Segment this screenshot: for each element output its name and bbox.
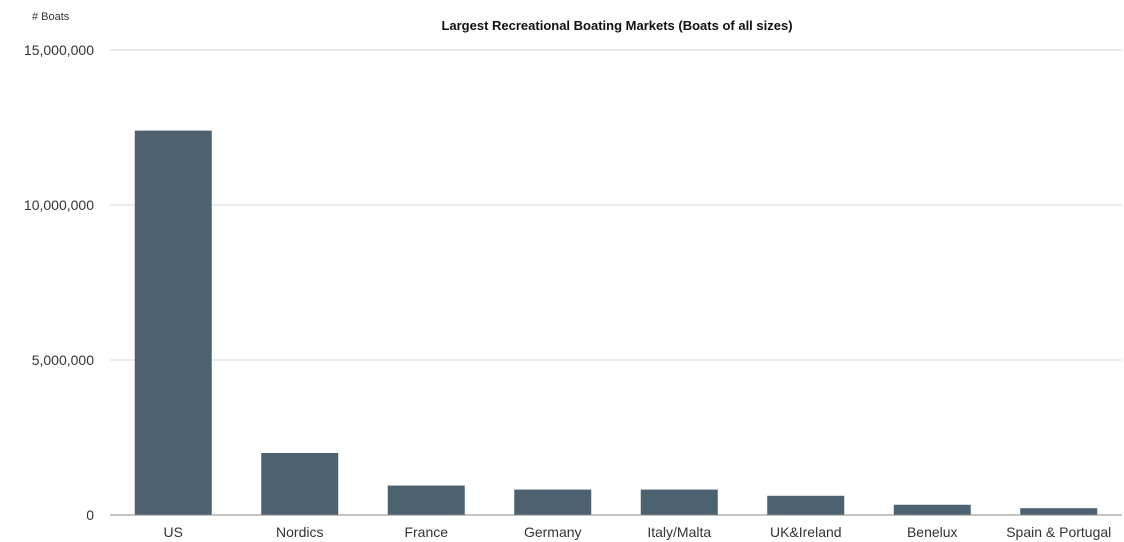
bar-nordics bbox=[261, 453, 339, 515]
bar-spain-portugal bbox=[1020, 508, 1098, 515]
bar-benelux bbox=[893, 504, 971, 515]
y-tick-label: 0 bbox=[86, 507, 94, 523]
bars bbox=[134, 130, 1098, 515]
bar-us bbox=[134, 130, 212, 515]
bar-germany bbox=[514, 489, 592, 515]
bar-italy-malta bbox=[640, 489, 718, 515]
x-tick-label: Nordics bbox=[276, 524, 323, 540]
x-tick-label: France bbox=[404, 524, 448, 540]
chart-title: Largest Recreational Boating Markets (Bo… bbox=[441, 18, 792, 33]
y-tick-label: 15,000,000 bbox=[24, 42, 94, 58]
x-tick-label: Germany bbox=[524, 524, 582, 540]
gridlines bbox=[110, 49, 1122, 361]
bar-uk-ireland bbox=[767, 495, 845, 515]
x-tick-label: Benelux bbox=[907, 524, 958, 540]
x-tick-label: Italy/Malta bbox=[647, 524, 711, 540]
y-tick-labels: 0 5,000,000 10,000,000 15,000,000 bbox=[24, 42, 94, 523]
x-tick-label: Spain & Portugal bbox=[1006, 524, 1111, 540]
y-axis-label: # Boats bbox=[32, 11, 70, 23]
x-tick-label: US bbox=[164, 524, 183, 540]
x-tick-labels: US Nordics France Germany Italy/Malta UK&Irel… bbox=[164, 524, 1112, 540]
y-tick-label: 10,000,000 bbox=[24, 197, 94, 213]
y-tick-label: 5,000,000 bbox=[32, 352, 94, 368]
x-tick-label: UK&Ireland bbox=[770, 524, 842, 540]
bar-france bbox=[387, 485, 465, 515]
